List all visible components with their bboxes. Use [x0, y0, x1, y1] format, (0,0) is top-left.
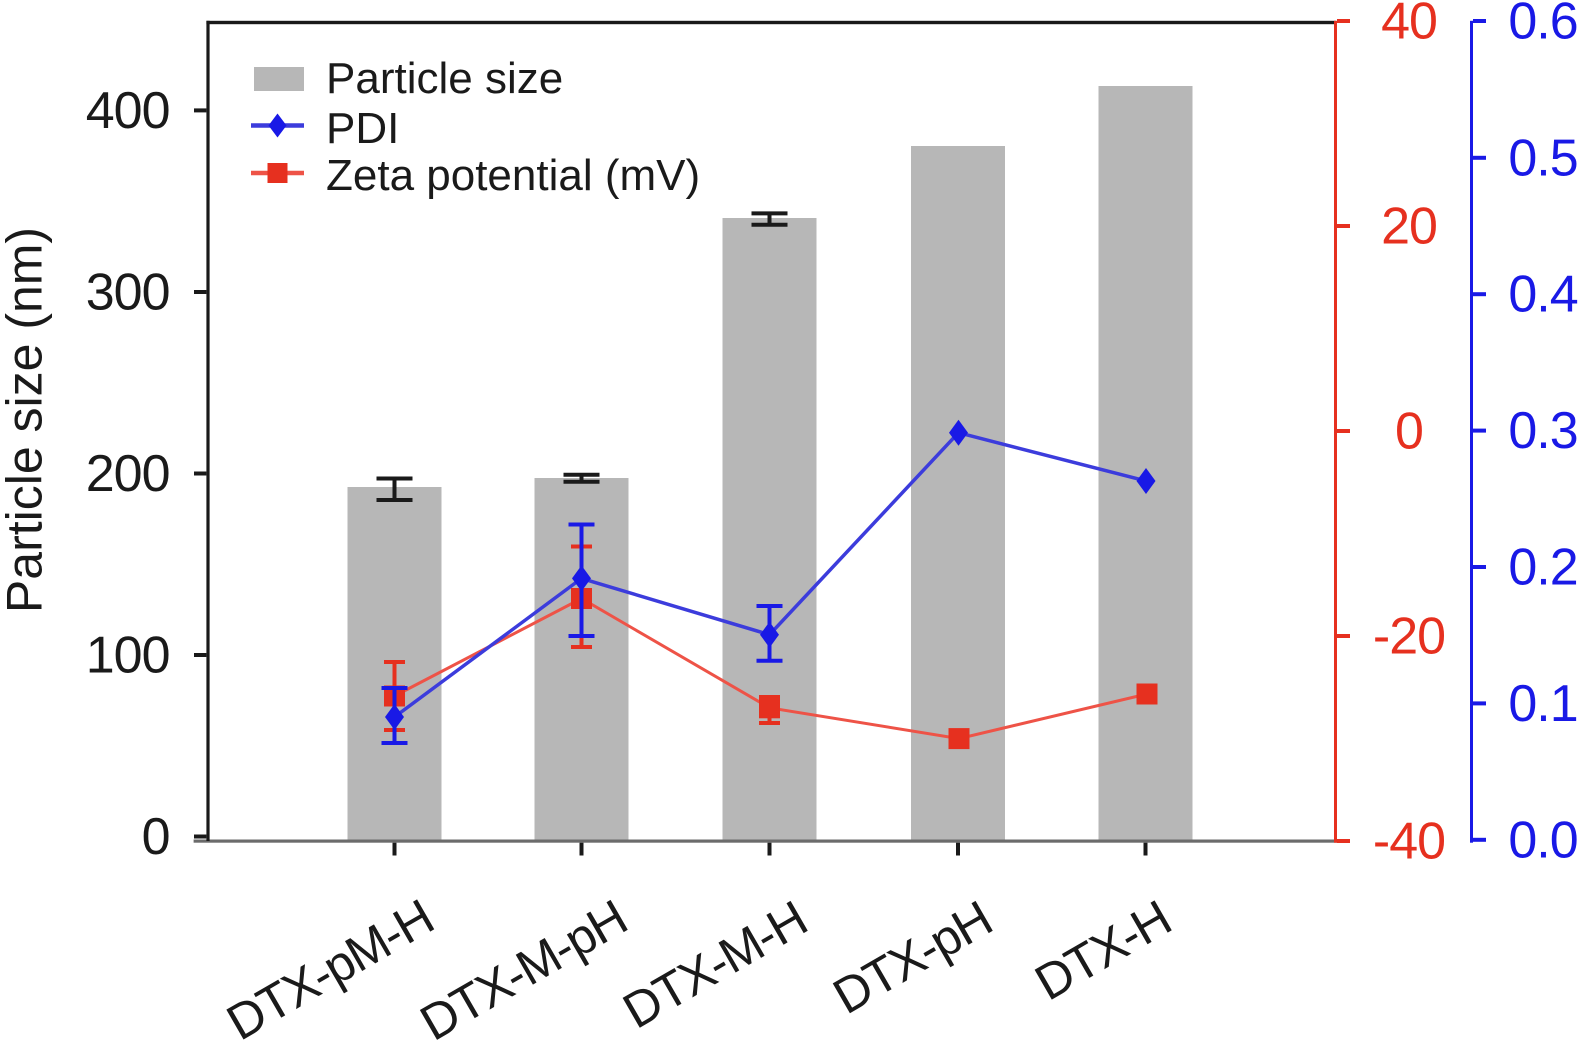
svg-text:DTX-M-H: DTX-M-H	[614, 891, 816, 1040]
svg-text:0: 0	[1395, 403, 1423, 461]
svg-text:0.5: 0.5	[1508, 129, 1577, 187]
svg-text:DTX-M-pH: DTX-M-pH	[411, 890, 635, 1047]
svg-text:Particle size: Particle size	[326, 54, 563, 103]
svg-text:40: 40	[1381, 0, 1437, 51]
svg-text:-20: -20	[1373, 608, 1445, 666]
svg-text:DTX-pM-H: DTX-pM-H	[218, 889, 442, 1047]
svg-text:DTX-pH: DTX-pH	[824, 891, 1001, 1025]
svg-text:0.6: 0.6	[1508, 0, 1577, 51]
svg-text:0.1: 0.1	[1508, 675, 1577, 733]
svg-text:-40: -40	[1373, 813, 1445, 871]
svg-text:0: 0	[142, 808, 170, 866]
svg-text:20: 20	[1381, 198, 1437, 256]
svg-text:PDI: PDI	[326, 104, 399, 153]
svg-text:200: 200	[86, 445, 170, 503]
svg-text:400: 400	[86, 82, 170, 140]
svg-text:0.2: 0.2	[1508, 539, 1577, 597]
svg-text:300: 300	[86, 264, 170, 322]
svg-text:DTX-H: DTX-H	[1026, 890, 1180, 1011]
svg-text:0.0: 0.0	[1508, 811, 1577, 869]
svg-text:100: 100	[86, 627, 170, 685]
svg-text:0.3: 0.3	[1508, 402, 1577, 460]
svg-text:Zeta potential (mV): Zeta potential (mV)	[326, 151, 700, 200]
svg-text:0.4: 0.4	[1508, 266, 1577, 324]
svg-text:Particle size (nm): Particle size (nm)	[0, 227, 53, 613]
